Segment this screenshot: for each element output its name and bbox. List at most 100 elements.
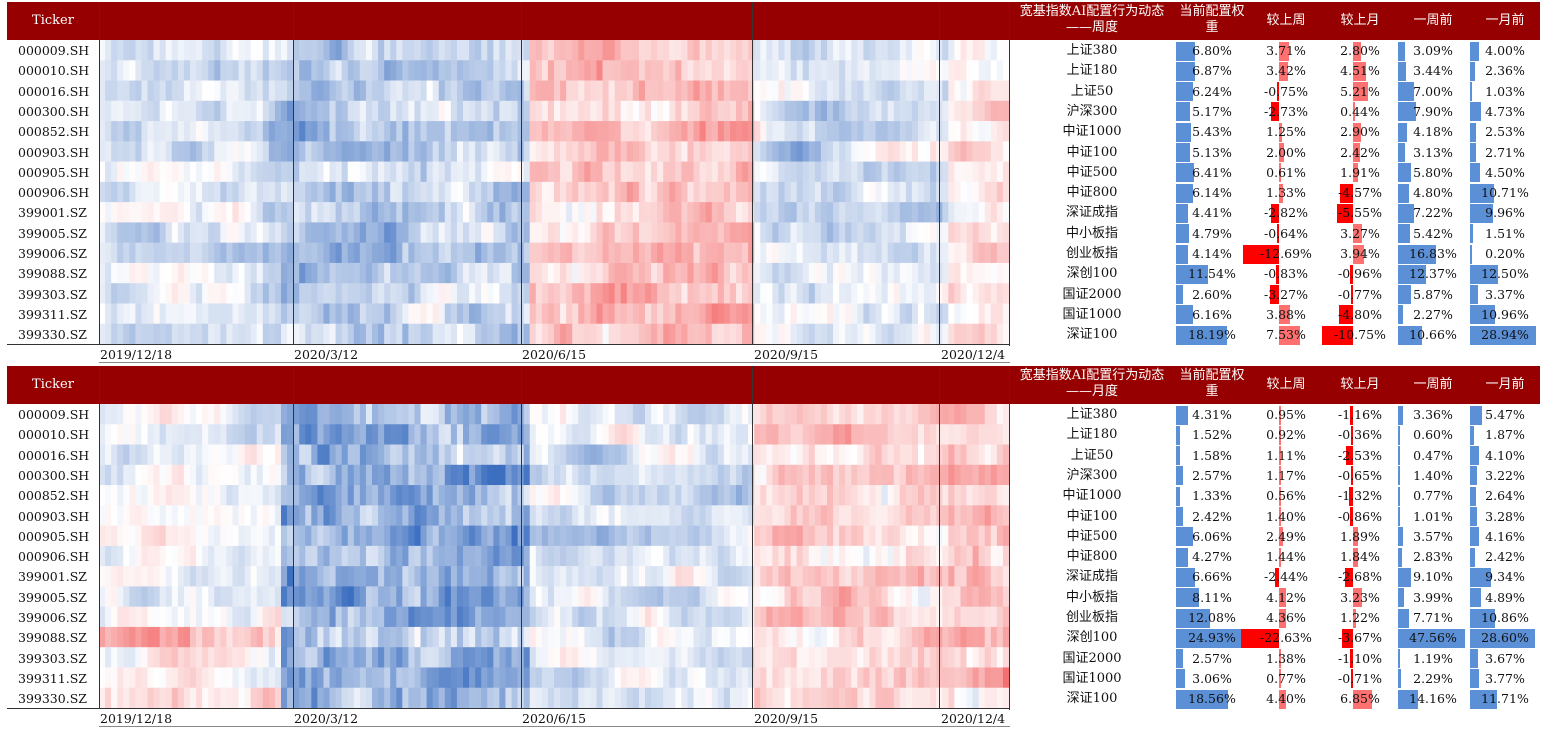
- data-bar: [1278, 486, 1281, 506]
- heatmap-cell: [493, 566, 500, 587]
- heatmap-cell: [626, 202, 634, 223]
- heatmap-cell: [687, 485, 695, 506]
- heatmap-cell: [450, 485, 458, 506]
- heatmap-cell: [645, 100, 652, 122]
- heatmap-cell: [177, 626, 185, 648]
- heatmap-cell: [135, 262, 142, 284]
- heatmap-cell: [881, 303, 889, 325]
- heatmap-cell: [305, 181, 312, 203]
- heatmap-cell: [875, 100, 883, 122]
- heatmap-cell: [517, 121, 525, 142]
- heatmap-cell: [839, 202, 846, 223]
- heatmap-cell: [450, 181, 458, 203]
- heatmap-cell: [438, 100, 446, 122]
- heatmap-cell: [833, 505, 840, 526]
- heatmap-cell: [438, 121, 446, 142]
- heatmap-cell: [214, 566, 221, 587]
- heatmap-cell: [372, 566, 379, 587]
- heatmap-cell: [808, 40, 816, 61]
- data-bar: [1470, 547, 1476, 567]
- heatmap-cell: [954, 323, 961, 344]
- heatmap-cell: [499, 566, 506, 587]
- index-name: 创业板指: [1065, 246, 1118, 261]
- heatmap-cell: [778, 545, 786, 567]
- heatmap-cell: [384, 505, 391, 526]
- heatmap-cell: [529, 667, 537, 689]
- heatmap-cell: [353, 667, 361, 689]
- heatmap-cell: [918, 667, 925, 689]
- heatmap-cell: [153, 687, 161, 708]
- cell-value: 6.66%: [1192, 569, 1232, 585]
- index-name: 中证100: [1066, 508, 1118, 524]
- heatmap-cell: [972, 464, 980, 486]
- heatmap-cell: [911, 464, 919, 486]
- heatmap-cell: [305, 525, 312, 547]
- heatmap-cell: [323, 242, 331, 264]
- heatmap-cell: [566, 687, 573, 708]
- heatmap-cell: [748, 667, 755, 689]
- heatmap-cell: [111, 647, 118, 668]
- heatmap-cell: [214, 323, 221, 344]
- heatmap-cell: [159, 262, 167, 284]
- heatmap-cell: [117, 424, 124, 445]
- heatmap-cell: [111, 80, 118, 102]
- heatmap-cell: [420, 262, 428, 284]
- heatmap-cell: [566, 323, 573, 344]
- heatmap-cell: [748, 303, 755, 325]
- data-bar: [1470, 82, 1473, 102]
- heatmap-cell: [881, 545, 889, 567]
- heatmap-cell: [165, 566, 173, 587]
- heatmap-cell: [232, 647, 240, 668]
- heatmap-cell: [299, 586, 306, 607]
- heatmap-cell: [214, 222, 221, 243]
- heatmap-cell: [444, 323, 452, 344]
- heatmap-cell: [517, 687, 525, 708]
- heatmap-cell: [990, 485, 998, 506]
- heatmap-cell: [111, 404, 118, 425]
- heatmap-cell: [857, 687, 864, 708]
- cell-value: 2.53%: [1485, 124, 1525, 140]
- data-bar: [1271, 102, 1279, 122]
- heatmap-cell: [687, 424, 695, 445]
- heatmap-cell: [699, 667, 707, 689]
- heatmap-cell: [699, 80, 707, 102]
- heatmap-cell: [493, 141, 500, 162]
- heatmap-cell: [663, 141, 670, 162]
- heatmap-cell: [675, 464, 682, 486]
- heatmap-cell: [584, 80, 591, 102]
- heatmap-cell: [808, 181, 816, 203]
- heatmap-cell: [129, 303, 136, 325]
- heatmap-cell: [875, 424, 883, 445]
- heatmap-cell: [305, 80, 312, 102]
- heatmap-cell: [378, 80, 385, 102]
- heatmap-cell: [111, 566, 118, 587]
- heatmap-cell: [414, 424, 422, 445]
- heatmap-cell: [754, 242, 761, 264]
- heatmap-cell: [378, 424, 385, 445]
- heatmap-cell: [863, 80, 870, 102]
- heatmap-cell: [632, 222, 640, 243]
- heatmap-cell: [554, 242, 561, 264]
- heatmap-cell: [226, 606, 233, 628]
- heatmap-cell: [645, 525, 652, 547]
- heatmap-cell: [99, 444, 106, 466]
- heatmap-cell: [547, 222, 555, 243]
- heatmap-cell: [760, 687, 767, 708]
- heatmap-cell: [153, 303, 161, 325]
- heatmap-cell: [839, 283, 846, 304]
- heatmap-cell: [626, 181, 634, 203]
- cell-value: 4.80%: [1413, 185, 1453, 201]
- heatmap-cell: [153, 40, 161, 61]
- data-bar: [1276, 264, 1279, 284]
- heatmap-cell: [535, 121, 543, 142]
- data-bar: [1470, 224, 1474, 244]
- heatmap-cell: [614, 40, 622, 61]
- heatmap-cell: [547, 464, 555, 486]
- heatmap-cell: [402, 505, 409, 526]
- heatmap-cell: [881, 242, 889, 264]
- ticker-label: 000300.SH: [18, 467, 90, 483]
- heatmap-cell: [638, 202, 646, 223]
- heatmap-cell: [924, 667, 931, 689]
- heatmap-cell: [517, 80, 525, 102]
- heatmap-cell: [978, 626, 986, 648]
